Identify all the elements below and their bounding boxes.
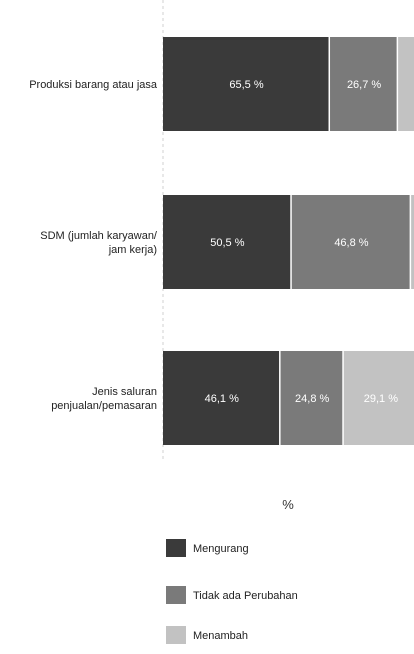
x-axis-label: % (282, 497, 294, 512)
bar-segment (163, 351, 280, 445)
legend-label: Mengurang (193, 543, 249, 555)
data-label: 46,1 % (205, 393, 239, 405)
legend-swatch (166, 626, 186, 644)
legend: Mengurang Tidak ada Perubahan Menambah (166, 539, 298, 644)
data-label: 65,5 % (229, 79, 263, 91)
data-label: 29,1 % (364, 393, 398, 405)
category-label: Jenis saluran penjualan/pemasaran (51, 386, 157, 412)
data-labels: 65,5 % 26,7 % 50,5 % 46,8 % 46,1 % 24,8 % 29,1… (205, 79, 399, 405)
bar-segment (280, 351, 343, 445)
legend-swatch (166, 539, 186, 557)
category-label: Produksi barang atau jasa (29, 79, 158, 91)
data-label: 26,7 % (347, 79, 381, 91)
legend-label: Tidak ada Perubahan (193, 590, 298, 602)
bar-segment (411, 195, 414, 289)
bar-segment (163, 37, 329, 131)
category-labels: Produksi barang atau jasa SDM (jumlah kar… (29, 79, 158, 412)
bar-segment (163, 195, 291, 289)
data-label: 46,8 % (334, 237, 368, 249)
legend-swatch (166, 586, 186, 604)
legend-label: Menambah (193, 630, 248, 642)
category-label: SDM (jumlah karyawan/jam kerja) (40, 230, 158, 256)
bar-segment (330, 37, 397, 131)
bar-segment (291, 195, 410, 289)
data-label: 50,5 % (210, 237, 244, 249)
bars (163, 37, 414, 445)
bar-segment (398, 37, 414, 131)
bar-segment (343, 351, 414, 445)
data-label: 24,8 % (295, 393, 329, 405)
